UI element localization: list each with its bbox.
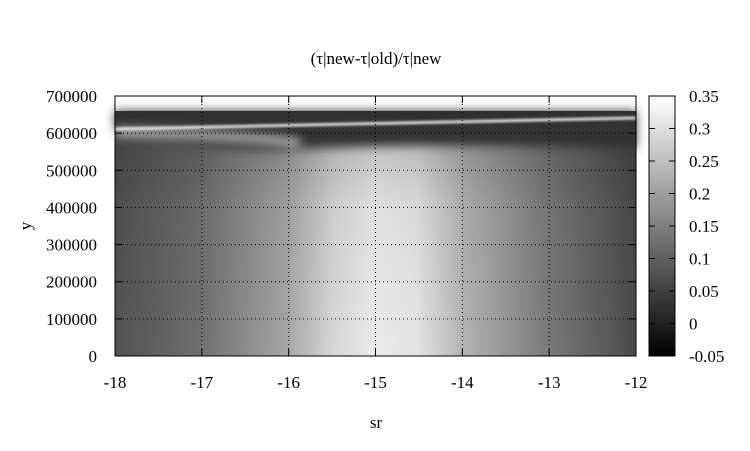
y-tick-label: 500000 (46, 161, 97, 180)
y-tick-label: 400000 (46, 198, 97, 217)
colorbar-tick-label: 0.25 (689, 152, 719, 171)
colorbar-tick-label: 0.1 (689, 250, 710, 269)
colorbar-tick-label: 0 (689, 315, 698, 334)
colorbar: -0.05 0 0.05 0.1 0.15 0.2 0.25 0.3 0.35 (648, 87, 724, 366)
colorbar-ticks (649, 95, 675, 357)
heatmap-ridge-glow (114, 128, 301, 147)
plot-area (114, 95, 637, 357)
heatmap-bright-ridge (114, 116, 637, 131)
chart-title: (τ|new-τ|old)/τ|new (311, 49, 443, 68)
tick-marks (114, 95, 637, 357)
colorbar-tick-label: 0.35 (689, 87, 719, 106)
colorbar-tick-label: -0.05 (689, 347, 724, 366)
x-tick-label: -17 (190, 373, 213, 392)
y-tick-label: 600000 (46, 124, 97, 143)
y-tick-label: 100000 (46, 310, 97, 329)
colorbar-tick-label: 0.2 (689, 185, 710, 204)
y-tick-labels: 0 100000 200000 300000 400000 500000 600000 700… (46, 87, 97, 366)
x-tick-label: -15 (364, 373, 387, 392)
heatmap-upper-shade (115, 111, 636, 356)
heatmap-field (114, 111, 637, 356)
y-tick-label: 200000 (46, 273, 97, 292)
x-axis-label: sr (370, 413, 383, 432)
x-tick-label: -14 (451, 373, 474, 392)
y-tick-label: 300000 (46, 236, 97, 255)
x-tick-labels: -18 -17 -16 -15 -14 -13 -12 (104, 373, 648, 392)
colorbar-tick-label: 0.3 (689, 120, 710, 139)
colorbar-tick-label: 0.05 (689, 282, 719, 301)
y-tick-label: 700000 (46, 87, 97, 106)
colorbar-tick-labels: -0.05 0 0.05 0.1 0.15 0.2 0.25 0.3 0.35 (689, 87, 724, 366)
y-tick-label: 0 (89, 347, 98, 366)
x-tick-label: -12 (625, 373, 648, 392)
x-tick-label: -13 (538, 373, 561, 392)
y-axis-label: y (16, 221, 35, 230)
grid-lines (115, 96, 636, 356)
x-tick-label: -16 (277, 373, 300, 392)
x-tick-label: -18 (104, 373, 127, 392)
colorbar-tick-label: 0.15 (689, 217, 719, 236)
